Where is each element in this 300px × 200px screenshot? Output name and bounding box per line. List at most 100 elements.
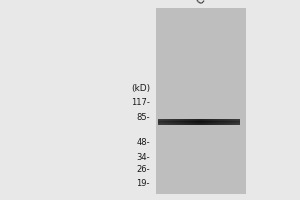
Bar: [213, 120, 215, 121]
Bar: [221, 122, 224, 123]
Bar: [238, 123, 240, 124]
Bar: [199, 121, 201, 122]
Bar: [224, 121, 226, 122]
Bar: [226, 124, 228, 125]
Bar: [232, 123, 234, 124]
Bar: [186, 124, 189, 125]
Bar: [182, 123, 184, 124]
Bar: [228, 119, 230, 120]
Bar: [197, 124, 199, 125]
Bar: [201, 124, 203, 125]
Bar: [197, 119, 199, 120]
Bar: [224, 120, 226, 121]
Bar: [176, 124, 178, 125]
Bar: [172, 122, 174, 123]
Bar: [180, 121, 182, 122]
Bar: [197, 120, 199, 121]
Bar: [226, 119, 228, 120]
Bar: [211, 123, 214, 124]
Bar: [182, 124, 184, 125]
Bar: [160, 120, 162, 121]
Bar: [166, 123, 168, 124]
Bar: [221, 120, 224, 121]
Bar: [160, 122, 162, 123]
Bar: [234, 122, 236, 123]
Bar: [193, 123, 195, 124]
Bar: [186, 124, 189, 125]
Bar: [190, 120, 193, 121]
Bar: [221, 119, 224, 120]
Bar: [193, 119, 195, 120]
Bar: [219, 121, 222, 122]
Bar: [174, 124, 176, 125]
Bar: [217, 124, 220, 125]
Bar: [232, 124, 234, 125]
Bar: [205, 122, 207, 123]
Bar: [186, 121, 189, 122]
Bar: [162, 120, 164, 121]
Bar: [195, 120, 197, 121]
Bar: [166, 124, 168, 125]
Bar: [203, 121, 205, 122]
Bar: [226, 122, 228, 123]
Bar: [176, 122, 178, 123]
Bar: [232, 119, 234, 120]
Bar: [164, 120, 166, 121]
Bar: [158, 122, 160, 123]
Bar: [236, 124, 238, 125]
Bar: [188, 124, 191, 125]
Bar: [207, 120, 209, 121]
Bar: [201, 120, 203, 121]
Bar: [203, 122, 205, 123]
Bar: [209, 124, 212, 125]
Bar: [170, 124, 172, 125]
Bar: [236, 120, 238, 121]
Bar: [166, 120, 168, 121]
Bar: [193, 122, 195, 123]
Bar: [232, 120, 234, 121]
Bar: [234, 119, 236, 120]
Bar: [228, 123, 230, 124]
Bar: [166, 119, 168, 120]
Bar: [234, 124, 236, 125]
Bar: [219, 123, 222, 124]
Bar: [230, 122, 232, 123]
Bar: [182, 120, 184, 121]
Bar: [186, 119, 189, 120]
Bar: [207, 119, 209, 120]
Bar: [172, 120, 174, 121]
Bar: [164, 120, 166, 121]
Bar: [219, 120, 222, 121]
Bar: [232, 120, 234, 121]
Bar: [186, 120, 189, 121]
Bar: [228, 124, 230, 125]
Bar: [164, 119, 166, 120]
Bar: [232, 124, 234, 125]
Bar: [172, 123, 174, 124]
Bar: [158, 120, 160, 121]
Bar: [234, 120, 236, 121]
Bar: [215, 122, 218, 123]
Bar: [211, 120, 214, 121]
Bar: [180, 119, 182, 120]
Bar: [170, 121, 172, 122]
Bar: [193, 121, 195, 122]
Bar: [232, 122, 234, 123]
Bar: [238, 124, 240, 125]
Bar: [190, 122, 193, 123]
Bar: [197, 123, 199, 124]
Bar: [178, 124, 181, 125]
Bar: [215, 119, 218, 120]
Bar: [215, 123, 218, 124]
Bar: [180, 120, 182, 121]
Bar: [195, 120, 197, 121]
Bar: [193, 124, 195, 125]
Bar: [182, 122, 184, 123]
Bar: [219, 124, 222, 125]
Bar: [207, 123, 209, 124]
Bar: [221, 124, 224, 125]
Bar: [230, 120, 232, 121]
Bar: [182, 120, 184, 121]
Bar: [197, 122, 199, 123]
Bar: [164, 124, 166, 125]
